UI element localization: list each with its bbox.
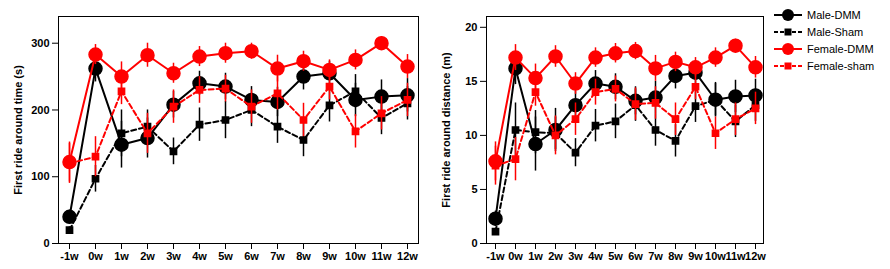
svg-text:-1w: -1w	[486, 250, 505, 262]
svg-text:3w: 3w	[568, 250, 583, 262]
svg-text:5w: 5w	[218, 250, 233, 262]
svg-text:8w: 8w	[296, 250, 311, 262]
svg-text:12w: 12w	[745, 250, 766, 262]
svg-text:7w: 7w	[270, 250, 285, 262]
svg-text:300: 300	[31, 37, 49, 49]
svg-text:7w: 7w	[648, 250, 663, 262]
svg-text:-1w: -1w	[60, 250, 79, 262]
svg-text:200: 200	[31, 103, 49, 115]
svg-text:5w: 5w	[608, 250, 623, 262]
svg-text:10: 10	[465, 129, 477, 141]
svg-text:8w: 8w	[668, 250, 683, 262]
svg-text:2w: 2w	[140, 250, 155, 262]
svg-text:20: 20	[465, 21, 477, 33]
svg-text:0: 0	[471, 237, 477, 249]
svg-text:9w: 9w	[688, 250, 703, 262]
html-text:Female-DMM: Female-DMM	[807, 42, 874, 55]
svg-text:0w: 0w	[508, 250, 523, 262]
html-text:Female-sham: Female-sham	[807, 59, 875, 72]
svg-text:4w: 4w	[192, 250, 207, 262]
svg-text:0: 0	[43, 237, 49, 249]
svg-text:9w: 9w	[322, 250, 337, 262]
svg-text:3w: 3w	[166, 250, 181, 262]
svg-text:First ride around distance (m): First ride around distance (m)	[440, 52, 452, 208]
html-text:Male-Sham: Male-Sham	[807, 25, 864, 38]
svg-text:6w: 6w	[244, 250, 259, 262]
svg-text:1w: 1w	[528, 250, 543, 262]
svg-text:10w: 10w	[345, 250, 366, 262]
html-text:Male-DMM: Male-DMM	[807, 8, 861, 21]
svg-text:6w: 6w	[628, 250, 643, 262]
svg-text:5: 5	[471, 183, 477, 195]
svg-text:0w: 0w	[88, 250, 103, 262]
svg-text:12w: 12w	[397, 250, 418, 262]
svg-text:1w: 1w	[114, 250, 129, 262]
svg-text:4w: 4w	[588, 250, 603, 262]
svg-text:2w: 2w	[548, 250, 563, 262]
svg-text:10w: 10w	[705, 250, 726, 262]
svg-text:15: 15	[465, 75, 477, 87]
svg-text:11w: 11w	[725, 250, 746, 262]
svg-text:11w: 11w	[371, 250, 392, 262]
svg-text:100: 100	[31, 170, 49, 182]
svg-text:First ride around time (s): First ride around time (s)	[12, 65, 24, 195]
